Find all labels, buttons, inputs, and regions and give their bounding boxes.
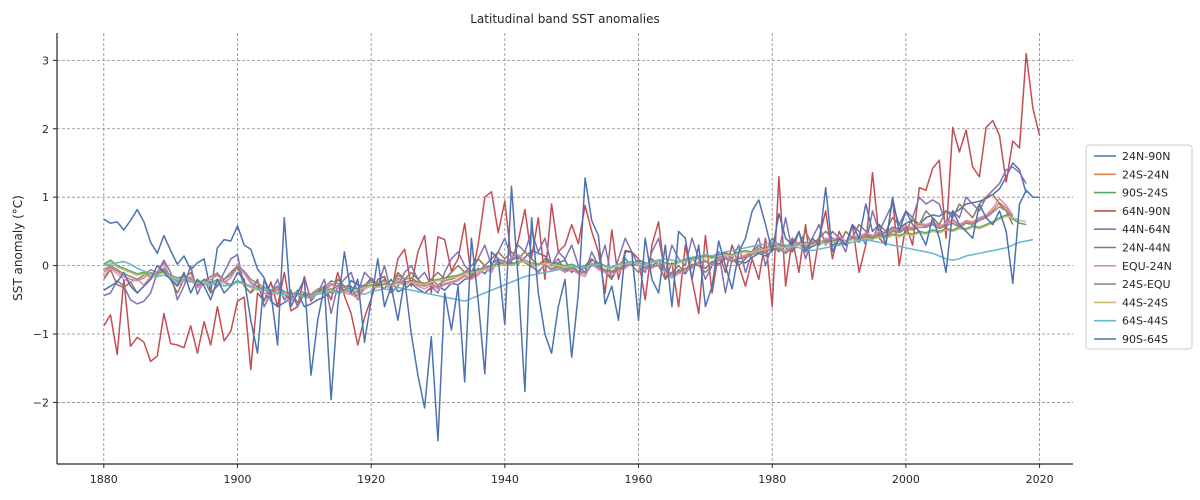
y-tick-label: −1	[33, 328, 49, 341]
legend-label: 44S-24S	[1122, 296, 1168, 309]
x-tick-label: 1960	[625, 473, 653, 486]
series-line-equ-24n	[103, 197, 1014, 302]
legend-label: 64S-44S	[1122, 315, 1168, 328]
series-line-64n-90n	[103, 52, 1041, 371]
legend-label: 24S-EQU	[1122, 278, 1171, 291]
x-tick-label: 1880	[90, 473, 118, 486]
series-line-64s-44s	[103, 238, 1034, 302]
x-ticks: 1880 1900 1920 1940 1960 1980 2000 2020	[90, 464, 1054, 486]
y-ticks: −2 −1 0 1 2 3	[33, 54, 57, 409]
legend: 24N-90N 24S-24N 90S-24S 64N-90N 44N-64N 24N-4…	[1085, 144, 1193, 350]
x-tick-label: 1900	[223, 473, 251, 486]
series-line-44n-64n	[103, 166, 1027, 315]
axes	[56, 33, 1073, 465]
series-line-90s-64s	[103, 177, 1040, 442]
x-tick-label: 1920	[357, 473, 385, 486]
legend-label: 90S-64S	[1122, 333, 1168, 346]
legend-label: 44N-64N	[1122, 223, 1170, 236]
chart-title: Latitudinal band SST anomalies	[470, 12, 659, 26]
y-tick-label: −2	[33, 396, 49, 409]
legend-label: 24N-90N	[1122, 150, 1170, 163]
y-axis-label: SST anomaly (°C)	[11, 195, 25, 301]
series-lines	[103, 52, 1041, 442]
legend-items: 24N-90N 24S-24N 90S-24S 64N-90N 44N-64N 24N-4…	[1094, 150, 1172, 346]
x-tick-label: 1980	[758, 473, 786, 486]
x-tick-label: 2020	[1026, 473, 1054, 486]
series-line-44s-24s	[103, 215, 1027, 298]
legend-label: 24S-24N	[1122, 168, 1169, 181]
grid	[57, 33, 1073, 464]
legend-label: 24N-44N	[1122, 242, 1170, 255]
legend-frame	[1085, 144, 1193, 350]
legend-label: EQU-24N	[1122, 260, 1172, 273]
y-tick-label: 0	[42, 260, 49, 273]
x-tick-label: 2000	[892, 473, 920, 486]
y-tick-label: 1	[42, 191, 49, 204]
y-tick-label: 3	[42, 54, 49, 67]
x-tick-label: 1940	[491, 473, 519, 486]
legend-label: 90S-24S	[1122, 187, 1168, 200]
y-tick-label: 2	[42, 123, 49, 136]
legend-label: 64N-90N	[1122, 205, 1170, 218]
